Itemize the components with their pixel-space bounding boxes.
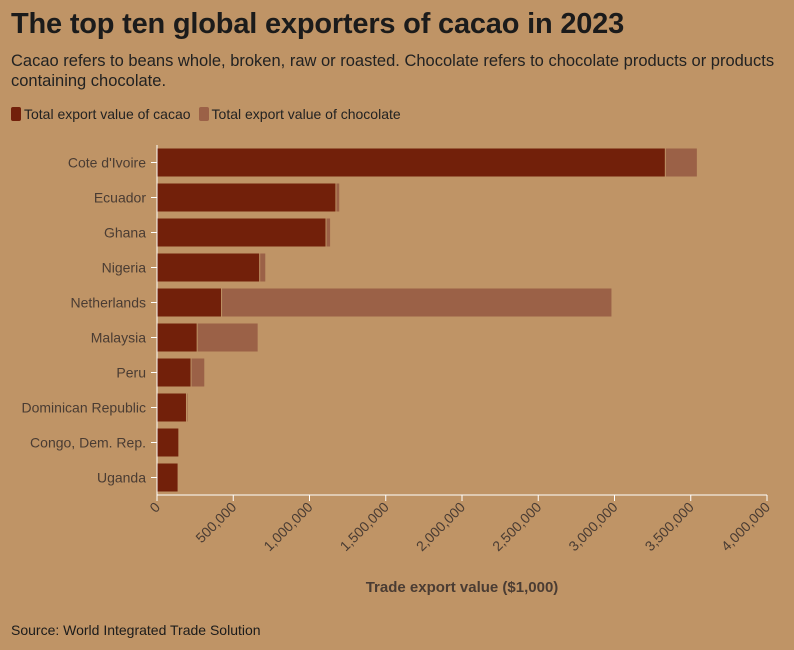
chart-subtitle: Cacao refers to beans whole, broken, raw… — [11, 52, 775, 90]
category-label-ecuador: Ecuador — [94, 190, 146, 206]
bar-chocolate-peru — [191, 358, 205, 387]
category-label-peru: Peru — [116, 365, 146, 381]
bar-chocolate-netherlands — [222, 288, 612, 317]
bar-cacao-malaysia — [157, 323, 197, 352]
bar-chocolate-cote-d-ivoire — [665, 148, 697, 177]
bar-cacao-ghana — [157, 218, 326, 247]
category-label-congo-dem-rep: Congo, Dem. Rep. — [30, 435, 146, 451]
bar-cacao-ecuador — [157, 183, 336, 212]
bar-cacao-netherlands — [157, 288, 222, 317]
x-tick-label-1: 500,000 — [192, 499, 239, 546]
category-label-netherlands: Netherlands — [71, 295, 147, 311]
x-tick-label-5: 2,500,000 — [489, 499, 545, 555]
legend-swatch-cacao — [11, 107, 21, 121]
bar-cacao-congo-dem-rep — [157, 428, 179, 457]
bar-chocolate-malaysia — [197, 323, 258, 352]
chart-title: The top ten global exporters of cacao in… — [11, 8, 625, 40]
legend-item-cacao: Total export value of cacao — [11, 106, 191, 122]
x-tick-label-6: 3,000,000 — [565, 499, 621, 555]
source-note: Source: World Integrated Trade Solution — [11, 622, 261, 638]
bar-chocolate-ecuador — [336, 183, 340, 212]
bar-chart: Cote d'Ivoire Ecuador Ghana Nigeria Netherla… — [21, 145, 774, 596]
x-tick-label-8: 4,000,000 — [718, 499, 774, 555]
bar-cacao-dominican-republic — [157, 393, 186, 422]
category-label-uganda: Uganda — [97, 470, 146, 486]
bar-chocolate-nigeria — [260, 253, 266, 282]
x-tick-label-4: 2,000,000 — [413, 499, 469, 555]
category-label-nigeria: Nigeria — [102, 260, 147, 276]
bar-cacao-nigeria — [157, 253, 260, 282]
bar-cacao-cote-d-ivoire — [157, 148, 665, 177]
bar-chocolate-ghana — [326, 218, 331, 247]
bar-chocolate-dominican-republic — [186, 393, 188, 422]
x-tick-label-2: 1,000,000 — [260, 499, 316, 555]
category-label-malaysia: Malaysia — [91, 330, 146, 346]
x-tick-label-0: 0 — [146, 499, 163, 516]
bar-cacao-peru — [157, 358, 191, 387]
legend-label-chocolate: Total export value of chocolate — [211, 106, 401, 122]
x-axis-title: Trade export value ($1,000) — [366, 579, 559, 596]
legend: Total export value of cacao Total export… — [11, 106, 409, 122]
legend-swatch-chocolate — [198, 107, 209, 121]
category-label-dominican-republic: Dominican Republic — [21, 400, 146, 416]
category-label-ghana: Ghana — [104, 225, 146, 241]
x-tick-label-3: 1,500,000 — [337, 499, 393, 555]
legend-item-chocolate: Total export value of chocolate — [198, 106, 401, 122]
legend-label-cacao: Total export value of cacao — [24, 106, 191, 122]
x-tick-label-7: 3,500,000 — [642, 499, 698, 555]
bar-cacao-uganda — [157, 463, 178, 492]
category-label-cote-d-ivoire: Cote d'Ivoire — [68, 155, 146, 171]
